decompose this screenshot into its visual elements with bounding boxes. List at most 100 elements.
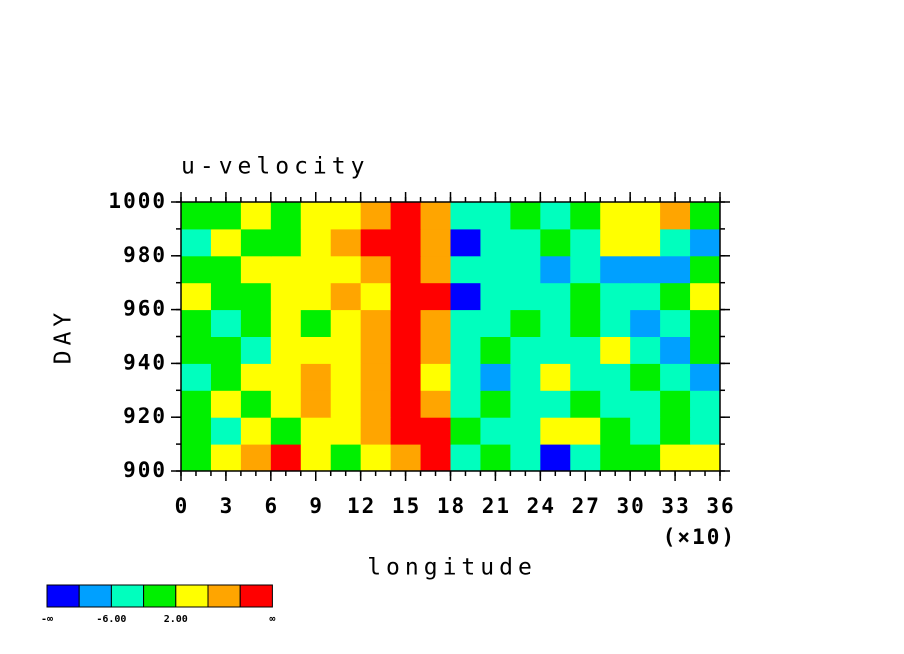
cell	[600, 255, 631, 284]
cell	[270, 202, 302, 230]
cell	[390, 255, 422, 284]
cell	[240, 390, 272, 418]
cell	[181, 336, 212, 364]
cell	[510, 363, 541, 391]
cell	[510, 336, 541, 364]
colorbar-label: ∞	[269, 614, 275, 625]
cell	[480, 282, 511, 311]
cell	[450, 228, 481, 257]
cell	[570, 444, 601, 472]
cell	[450, 202, 481, 230]
y-tick-label: 940	[123, 350, 167, 374]
chart-title: u-velocity	[181, 154, 369, 180]
cell	[480, 255, 511, 284]
cell	[240, 282, 272, 311]
cell	[210, 282, 242, 311]
cell	[600, 363, 631, 391]
cell	[570, 417, 601, 445]
x-tick-label: 36	[706, 494, 735, 518]
cell	[330, 390, 362, 418]
cell	[390, 444, 422, 472]
x-tick-label: 6	[265, 494, 280, 518]
x-tick-label: 3	[220, 494, 235, 518]
cell	[270, 390, 302, 418]
colorbar-swatch	[78, 584, 112, 608]
cell	[420, 282, 451, 311]
cell	[630, 417, 661, 445]
cell	[450, 336, 481, 364]
cell	[660, 336, 691, 364]
cell	[510, 309, 541, 337]
cell	[420, 444, 451, 472]
cell	[270, 336, 302, 364]
cell	[690, 228, 721, 257]
cell	[240, 336, 272, 364]
cell	[630, 336, 661, 364]
cell	[660, 444, 691, 472]
cell	[210, 309, 242, 337]
cell	[270, 444, 302, 472]
cell	[690, 390, 721, 418]
cell	[510, 417, 541, 445]
cell	[181, 228, 212, 257]
cell	[330, 417, 362, 445]
x-tick-label: 15	[392, 494, 421, 518]
cell	[330, 202, 362, 230]
cell	[600, 336, 631, 364]
cell	[300, 417, 332, 445]
cell	[630, 228, 661, 257]
cell	[600, 202, 631, 230]
cell	[660, 228, 691, 257]
cell	[240, 202, 272, 230]
cell	[570, 202, 601, 230]
x-axis-label: longitude	[367, 555, 537, 581]
cell	[390, 363, 422, 391]
cell	[540, 228, 571, 257]
y-tick-label: 1000	[108, 189, 167, 213]
cell	[390, 228, 422, 257]
y-tick-label: 920	[123, 404, 167, 428]
cell	[270, 282, 302, 311]
colorbar-label: -∞	[41, 614, 53, 625]
cell	[540, 390, 571, 418]
cell	[390, 282, 422, 311]
cell	[570, 336, 601, 364]
cell	[570, 282, 601, 311]
cell	[300, 363, 332, 391]
cell	[240, 444, 272, 472]
cell	[210, 255, 242, 284]
cell	[300, 336, 332, 364]
cell	[300, 444, 332, 472]
cell	[480, 309, 511, 337]
y-tick-label: 960	[123, 297, 167, 321]
cell	[630, 202, 661, 230]
cell	[240, 228, 272, 257]
cell	[480, 202, 511, 230]
cell	[330, 282, 362, 311]
cell	[181, 417, 212, 445]
cell	[630, 363, 661, 391]
colorbar-label: -6.00	[96, 614, 126, 625]
cell	[420, 390, 451, 418]
cell	[420, 202, 451, 230]
cell	[450, 363, 481, 391]
cell	[690, 444, 721, 472]
cell	[660, 390, 691, 418]
x-tick-label: 18	[437, 494, 466, 518]
x-tick-label: 21	[482, 494, 511, 518]
cell	[630, 444, 661, 472]
cell	[450, 444, 481, 472]
cell	[690, 363, 721, 391]
cell	[390, 202, 422, 230]
cell	[360, 309, 392, 337]
cell	[690, 417, 721, 445]
cell	[660, 282, 691, 311]
cell	[690, 255, 721, 284]
cell	[390, 390, 422, 418]
cell	[420, 309, 451, 337]
cell	[510, 228, 541, 257]
cell	[420, 228, 451, 257]
cell	[330, 309, 362, 337]
x-scale-label: (×10)	[663, 525, 736, 549]
